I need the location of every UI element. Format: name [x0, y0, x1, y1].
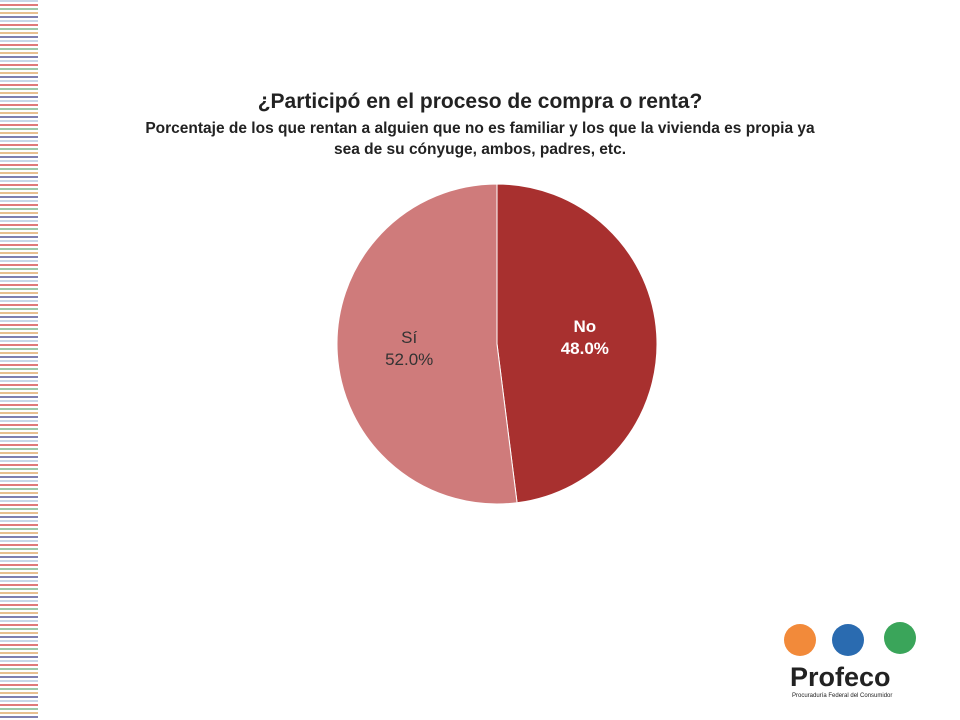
slice-value-label: 52.0%: [385, 350, 433, 369]
logo-icons: [784, 622, 916, 656]
pie-slice: [336, 183, 518, 505]
logo-name: Profeco: [790, 662, 891, 692]
slice-category-label: Sí: [401, 328, 417, 347]
slice-value-label: 48.0%: [561, 339, 609, 358]
chart-title: ¿Participó en el proceso de compra o ren…: [257, 90, 703, 113]
pie-slice: [496, 183, 658, 504]
chart-subtitle: Porcentaje de los que rentan a alguien q…: [145, 120, 815, 158]
slice-category-label: No: [573, 317, 596, 336]
logo-tagline: Procuraduría Federal del Consumidor: [792, 693, 893, 699]
decorative-stripes: [0, 0, 38, 720]
